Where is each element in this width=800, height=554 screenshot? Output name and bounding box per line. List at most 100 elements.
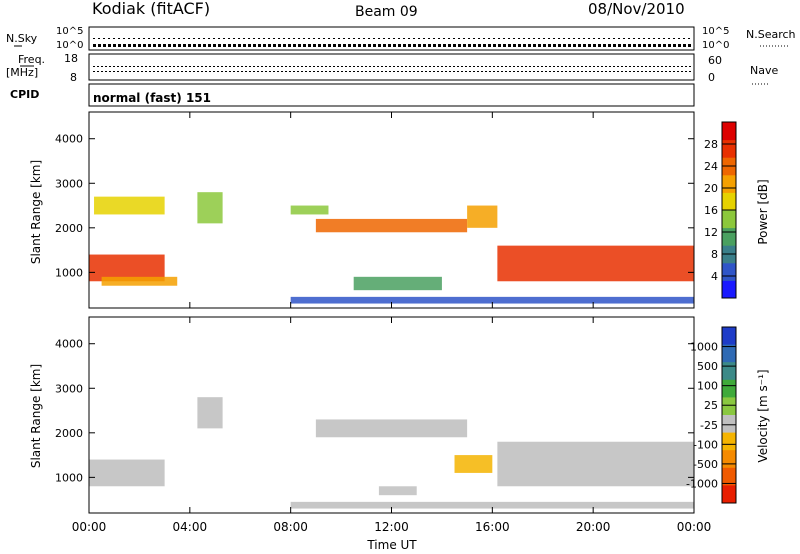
power-colorbar-tick: 8 [711, 248, 718, 261]
time-axis: 00:00 04:00 08:00 12:00 16:00 20:00 00:00 [72, 112, 712, 534]
time-tick-label: 04:00 [173, 520, 208, 534]
velocity-colorbar-swatch [722, 397, 736, 416]
time-tick-label: 12:00 [374, 520, 409, 534]
power-region [101, 276, 178, 286]
power-colorbar-tick: 24 [704, 160, 718, 173]
power-colorbar-swatch [722, 280, 736, 299]
freq-label: Freq. [18, 53, 45, 66]
power-heatmap [89, 192, 694, 304]
velocity-colorbar-tick: -25 [700, 419, 718, 432]
power-region [497, 245, 694, 282]
time-tick-label: 00:00 [677, 520, 712, 534]
cpid-panel: CPID normal (fast) 151 [10, 83, 695, 107]
velocity-region [497, 441, 694, 487]
station-title: Kodiak (fitACF) [92, 0, 210, 18]
velocity-ytick-label: 3000 [55, 382, 83, 395]
power-colorbar-swatch [722, 262, 736, 281]
power-region [290, 205, 329, 215]
velocity-colorbar-swatch [722, 485, 736, 504]
velocity-region [454, 455, 493, 473]
power-ytick-label: 4000 [55, 133, 83, 146]
power-region [315, 218, 468, 233]
velocity-colorbar-tick: -1000 [686, 477, 718, 490]
nsky-label: N.Sky [6, 32, 38, 45]
nsearch-tick-high: 10^5 [702, 26, 729, 37]
power-ytick-label: 3000 [55, 177, 83, 190]
freq-tick-low: 8 [70, 71, 77, 84]
velocity-colorbar-tick: 500 [697, 360, 718, 373]
velocity-colorbar-tick: -100 [693, 438, 718, 451]
velocity-heatmap [89, 397, 694, 509]
nave-tick-low: 0 [708, 71, 715, 84]
power-region [94, 196, 165, 215]
velocity-colorbar-tick: -500 [693, 458, 718, 471]
cpid-label: CPID [10, 88, 39, 101]
power-colorbar-tick: 20 [704, 182, 718, 195]
power-colorbar-swatch [722, 227, 736, 246]
power-ytick-label: 1000 [55, 266, 83, 279]
velocity-colorbar-tick: 1000 [690, 341, 718, 354]
freq-tick-high: 18 [64, 52, 78, 65]
power-ytick-label: 2000 [55, 222, 83, 235]
velocity-colorbar-swatch [722, 379, 736, 398]
freq-unit-label: [MHz] [6, 66, 38, 79]
velocity-ytick-label: 4000 [55, 338, 83, 351]
power-region [353, 276, 442, 291]
velocity-colorbar: 1000 500 100 25 -25 -100 -500 -1000 [686, 326, 737, 504]
nsearch-label: N.Search [746, 28, 796, 41]
nsky-panel: N.Sky 10^5 10^0 10^5 10^0 N.Search [6, 26, 796, 51]
power-panel: 1000 2000 3000 4000 Slant Range [km] [29, 111, 695, 309]
power-ylabel: Slant Range [km] [29, 160, 43, 264]
time-tick-label: 16:00 [475, 520, 510, 534]
velocity-region [197, 397, 223, 429]
velocity-colorbar-swatch [722, 327, 736, 346]
velocity-colorbar-tick: 25 [704, 399, 718, 412]
power-region [290, 296, 694, 304]
power-colorbar-swatch [722, 122, 736, 141]
nsky-tick-low: 10^0 [56, 40, 83, 51]
nave-tick-high: 60 [708, 54, 722, 67]
power-colorbar-tick: 12 [704, 226, 718, 239]
velocity-panel: 1000 2000 3000 4000 Slant Range [km] [29, 316, 695, 514]
velocity-region [290, 501, 694, 509]
time-tick-label: 00:00 [72, 520, 107, 534]
power-region [467, 205, 498, 228]
power-colorbar-swatch [722, 139, 736, 158]
velocity-ytick-label: 2000 [55, 427, 83, 440]
velocity-colorbar-tick: 100 [697, 380, 718, 393]
power-colorbar: 4 8 12 16 20 24 28 [704, 121, 737, 299]
freq-panel: Freq. [MHz] 18 8 60 0 Nave [6, 52, 778, 85]
power-colorbar-swatch [722, 174, 736, 193]
beam-title: Beam 09 [355, 4, 418, 20]
velocity-colorbar-swatch [722, 467, 736, 486]
freq-trace [93, 66, 691, 72]
nave-label: Nave [750, 64, 778, 77]
velocity-colorbar-swatch [722, 415, 736, 434]
cpid-value: normal (fast) 151 [93, 91, 211, 105]
power-colorbar-label: Power [dB] [756, 179, 770, 244]
velocity-region [89, 459, 165, 487]
power-colorbar-swatch [722, 210, 736, 229]
velocity-colorbar-swatch [722, 432, 736, 451]
nsky-tick-high: 10^5 [56, 26, 83, 37]
xlabel: Time UT [366, 538, 417, 552]
date-title: 08/Nov/2010 [588, 0, 685, 18]
velocity-ytick-label: 1000 [55, 471, 83, 484]
velocity-colorbar-swatch [722, 450, 736, 469]
power-colorbar-tick: 28 [704, 138, 718, 151]
nsearch-tick-low: 10^0 [702, 40, 729, 51]
velocity-ylabel: Slant Range [km] [29, 364, 43, 468]
velocity-region [378, 486, 417, 496]
velocity-region [315, 419, 468, 438]
time-tick-label: 20:00 [576, 520, 611, 534]
power-colorbar-tick: 4 [711, 270, 718, 283]
velocity-colorbar-swatch [722, 362, 736, 381]
power-region [197, 192, 223, 224]
velocity-colorbar-swatch [722, 344, 736, 363]
power-colorbar-tick: 16 [704, 204, 718, 217]
time-tick-label: 08:00 [273, 520, 308, 534]
velocity-colorbar-label: Velocity [m s⁻¹] [756, 369, 770, 462]
nsky-trace [93, 38, 691, 47]
power-colorbar-swatch [722, 192, 736, 211]
